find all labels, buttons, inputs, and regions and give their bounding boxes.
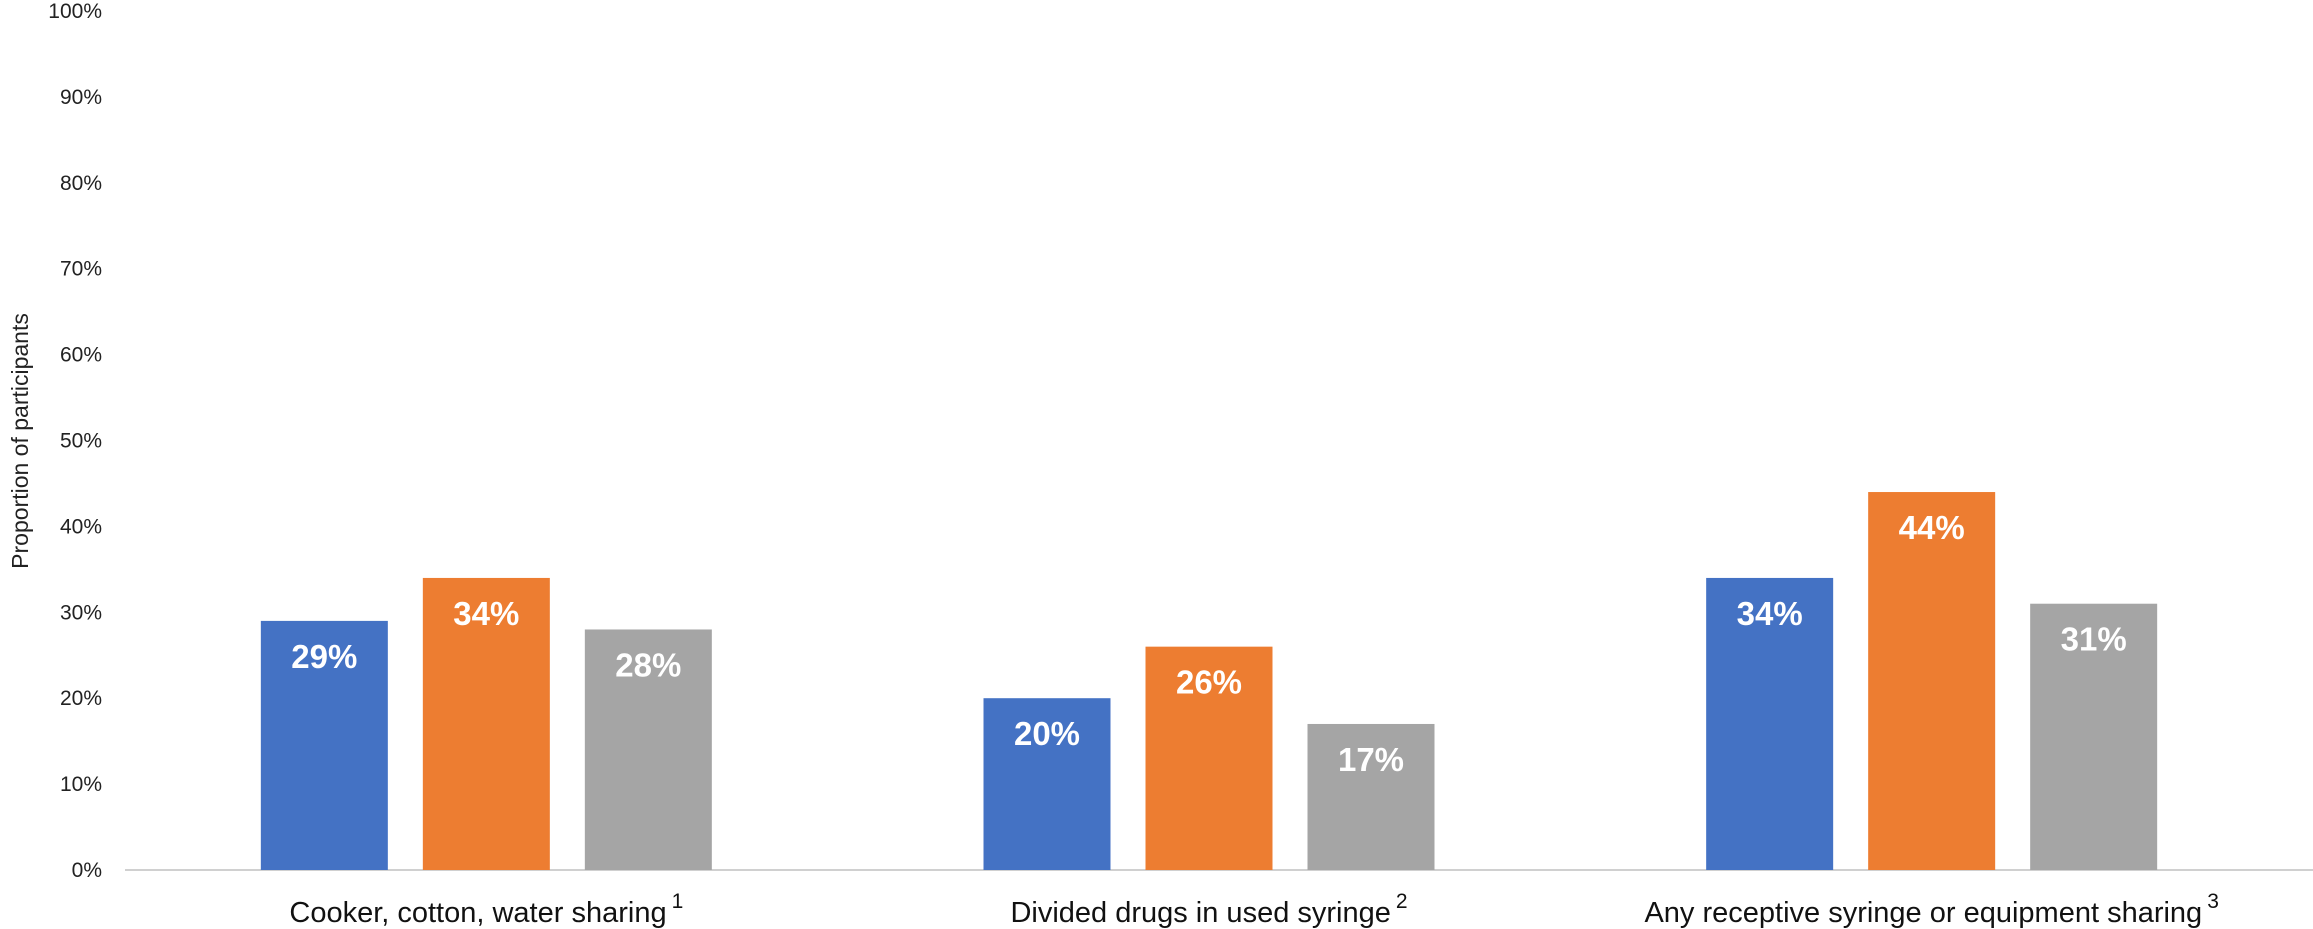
bar <box>584 629 712 870</box>
data-label: 17% <box>1338 741 1404 778</box>
category-label: Any receptive syringe or equipment shari… <box>1644 890 2218 929</box>
y-tick-label: 30% <box>60 601 102 624</box>
data-label: 29% <box>291 638 357 675</box>
category-footnote: 2 <box>1396 890 1408 913</box>
category-footnote: 3 <box>2207 890 2219 913</box>
bar <box>1307 723 1435 870</box>
y-tick-label: 80% <box>60 172 102 195</box>
category-label: Cooker, cotton, water sharing 1 <box>289 890 683 929</box>
bar <box>260 620 388 870</box>
y-tick-label: 70% <box>60 258 102 281</box>
y-tick-label: 60% <box>60 344 102 367</box>
category-label-text: Divided drugs in used syringe <box>1010 897 1390 929</box>
bar <box>422 577 550 870</box>
category-label-text: Any receptive syringe or equipment shari… <box>1644 897 2202 929</box>
data-label: 20% <box>1014 715 1080 752</box>
y-tick-label: 50% <box>60 430 102 453</box>
data-label: 34% <box>453 595 519 632</box>
y-tick-label: 20% <box>60 687 102 710</box>
y-tick-label: 0% <box>72 859 102 882</box>
data-label: 28% <box>615 646 681 683</box>
y-axis-ticks: 0% 10% 20% 30% 40% 50% 60% 70% 80% 90% 100% <box>48 0 102 882</box>
category-label: Divided drugs in used syringe 2 <box>1010 890 1407 929</box>
category-label-text: Cooker, cotton, water sharing <box>289 897 666 929</box>
y-tick-label: 40% <box>60 515 102 538</box>
bars-group <box>260 492 2158 870</box>
y-tick-label: 10% <box>60 773 102 796</box>
category-footnote: 1 <box>672 890 684 913</box>
bar <box>1868 492 1996 870</box>
data-label: 44% <box>1899 509 1965 546</box>
category-labels-group: Cooker, cotton, water sharing 1 Divided dr… <box>289 890 2218 929</box>
bar <box>983 698 1111 870</box>
bar <box>2030 603 2158 870</box>
data-label: 34% <box>1737 595 1803 632</box>
data-labels-group: 29% 34% 28% 20% 26% 17% 34% 44% 31% <box>291 509 2126 778</box>
y-axis-label: Proportion of participants <box>7 313 33 569</box>
bar <box>1706 577 1834 870</box>
bar <box>1145 646 1273 870</box>
data-label: 26% <box>1176 664 1242 701</box>
y-tick-label: 100% <box>48 0 102 23</box>
y-tick-label: 90% <box>60 86 102 109</box>
data-label: 31% <box>2061 621 2127 658</box>
